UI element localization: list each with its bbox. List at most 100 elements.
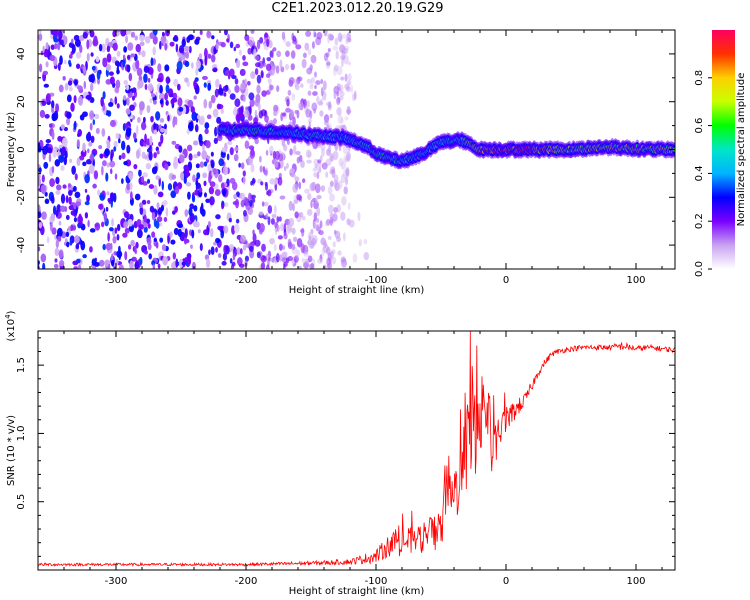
x-tick-label: -200 — [235, 576, 258, 587]
noise-speckle — [293, 144, 297, 155]
noise-speckle — [124, 251, 128, 261]
noise-speckle — [224, 69, 231, 77]
noise-speckle — [148, 151, 153, 161]
noise-speckle — [343, 186, 348, 195]
noise-speckle — [130, 31, 136, 38]
noise-speckle — [65, 214, 70, 220]
noise-speckle — [80, 221, 83, 227]
noise-speckle — [109, 227, 114, 232]
noise-speckle — [211, 54, 216, 63]
noise-speckle — [223, 225, 229, 234]
noise-speckle — [341, 195, 347, 206]
noise-speckle — [235, 198, 240, 209]
noise-speckle — [216, 103, 222, 110]
noise-speckle — [131, 95, 135, 101]
noise-speckle — [131, 87, 137, 93]
noise-speckle — [224, 202, 229, 208]
noise-speckle — [291, 93, 296, 101]
noise-speckle — [197, 229, 201, 234]
noise-speckle — [210, 94, 216, 104]
noise-speckle — [293, 199, 299, 204]
noise-speckle — [73, 95, 77, 104]
noise-speckle — [59, 205, 66, 212]
noise-speckle — [191, 111, 197, 122]
noise-speckle — [106, 53, 112, 63]
noise-speckle — [327, 36, 330, 44]
noise-speckle — [45, 139, 51, 144]
noise-speckle — [184, 168, 190, 179]
noise-speckle — [272, 47, 277, 52]
noise-speckle — [143, 250, 148, 255]
noise-speckle — [333, 206, 338, 214]
noise-speckle — [308, 118, 312, 124]
noise-speckle — [137, 79, 144, 89]
noise-speckle — [302, 178, 306, 184]
noise-speckle — [146, 138, 150, 146]
noise-speckle — [269, 84, 274, 91]
noise-speckle — [72, 260, 79, 266]
noise-speckle — [112, 235, 117, 244]
noise-speckle — [322, 80, 327, 91]
noise-speckle — [122, 58, 126, 68]
noise-speckle — [77, 133, 81, 138]
noise-speckle — [188, 45, 192, 54]
noise-speckle — [134, 261, 140, 269]
noise-speckle — [125, 127, 132, 138]
noise-speckle — [102, 243, 107, 251]
noise-speckle — [112, 30, 117, 38]
noise-speckle — [138, 169, 142, 177]
noise-speckle — [283, 261, 288, 267]
noise-speckle — [263, 62, 267, 68]
noise-speckle — [254, 239, 261, 247]
noise-speckle — [167, 235, 170, 245]
noise-speckle — [89, 110, 95, 120]
noise-speckle — [136, 149, 140, 159]
noise-speckle — [209, 196, 215, 206]
figure-title: C2E1.2023.012.20.19.G29 — [271, 1, 444, 16]
noise-speckle — [194, 221, 200, 228]
noise-speckle — [87, 148, 90, 154]
noise-speckle — [174, 116, 178, 126]
noise-speckle — [329, 193, 335, 202]
noise-speckle — [208, 186, 215, 195]
noise-speckle — [165, 76, 171, 84]
noise-speckle — [292, 35, 297, 42]
noise-speckle — [316, 217, 320, 224]
noise-speckle — [339, 84, 344, 94]
noise-speckle — [85, 94, 92, 100]
noise-speckle — [339, 95, 344, 101]
noise-speckle — [184, 209, 189, 217]
noise-speckle — [350, 84, 354, 94]
noise-speckle — [146, 178, 151, 184]
noise-speckle — [54, 258, 58, 263]
noise-speckle — [296, 76, 301, 85]
noise-speckle — [312, 91, 318, 96]
noise-speckle — [256, 39, 261, 50]
snr-panel: -300 -200 -100 0 100 0.5 1.0 1.5 Height of strai… — [4, 310, 676, 597]
noise-speckle — [155, 241, 159, 249]
noise-speckle — [184, 60, 190, 67]
noise-speckle — [306, 68, 310, 74]
noise-speckle — [244, 34, 250, 41]
noise-speckle — [98, 203, 104, 210]
noise-speckle — [277, 235, 283, 240]
noise-speckle — [340, 117, 344, 124]
noise-speckle — [249, 98, 255, 108]
noise-speckle — [256, 252, 261, 259]
noise-speckle — [257, 102, 261, 112]
noise-speckle — [301, 216, 306, 221]
noise-speckle — [102, 266, 105, 269]
noise-speckle — [53, 110, 59, 121]
noise-speckle — [339, 91, 345, 97]
noise-speckle — [130, 239, 135, 247]
noise-speckle — [173, 34, 178, 41]
noise-speckle — [271, 49, 274, 59]
noise-speckle — [247, 81, 251, 86]
noise-speckle — [206, 30, 212, 39]
noise-speckle — [239, 192, 245, 200]
noise-speckle — [122, 95, 127, 101]
noise-speckle — [231, 181, 238, 191]
noise-speckle — [111, 218, 114, 227]
noise-speckle — [154, 165, 158, 172]
noise-speckle — [241, 69, 245, 75]
